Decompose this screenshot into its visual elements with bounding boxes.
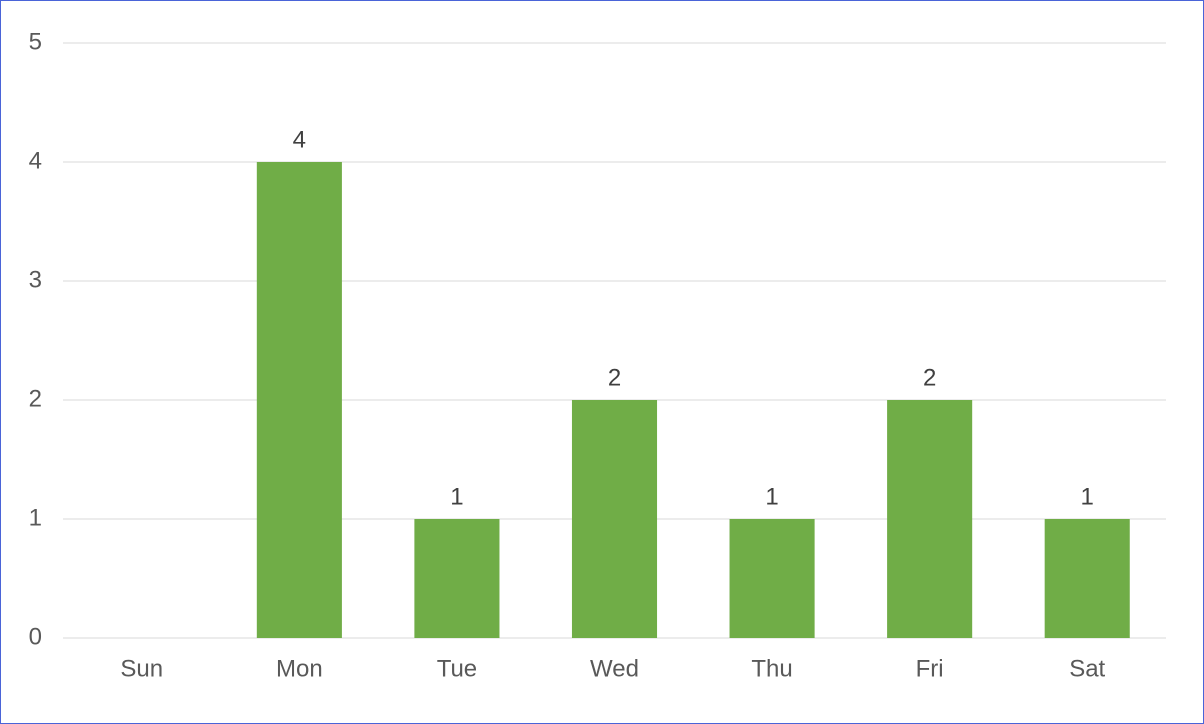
bar	[571, 400, 658, 638]
x-tick-label: Wed	[590, 655, 639, 682]
y-tick-label: 1	[29, 504, 42, 531]
bar	[729, 519, 815, 638]
y-tick-label: 4	[29, 147, 42, 174]
y-tick-label: 3	[29, 266, 42, 293]
x-tick-label: Sat	[1069, 655, 1105, 682]
data-label: 1	[450, 483, 463, 510]
bar	[887, 400, 973, 638]
data-label: 1	[1081, 483, 1094, 510]
data-label: 4	[293, 126, 306, 153]
y-tick-label: 2	[29, 385, 42, 412]
data-label: 2	[608, 364, 621, 391]
x-tick-label: Sun	[120, 655, 163, 682]
x-tick-label: Thu	[751, 655, 792, 682]
data-label: 1	[765, 483, 778, 510]
y-tick-label: 0	[29, 623, 42, 650]
x-tick-label: Fri	[916, 655, 944, 682]
bar	[256, 162, 342, 638]
x-tick-label: Mon	[276, 655, 323, 682]
data-label: 2	[923, 364, 936, 391]
x-tick-label: Tue	[437, 655, 477, 682]
bar	[414, 519, 500, 638]
y-tick-label: 5	[29, 28, 42, 55]
bar	[1044, 519, 1130, 638]
